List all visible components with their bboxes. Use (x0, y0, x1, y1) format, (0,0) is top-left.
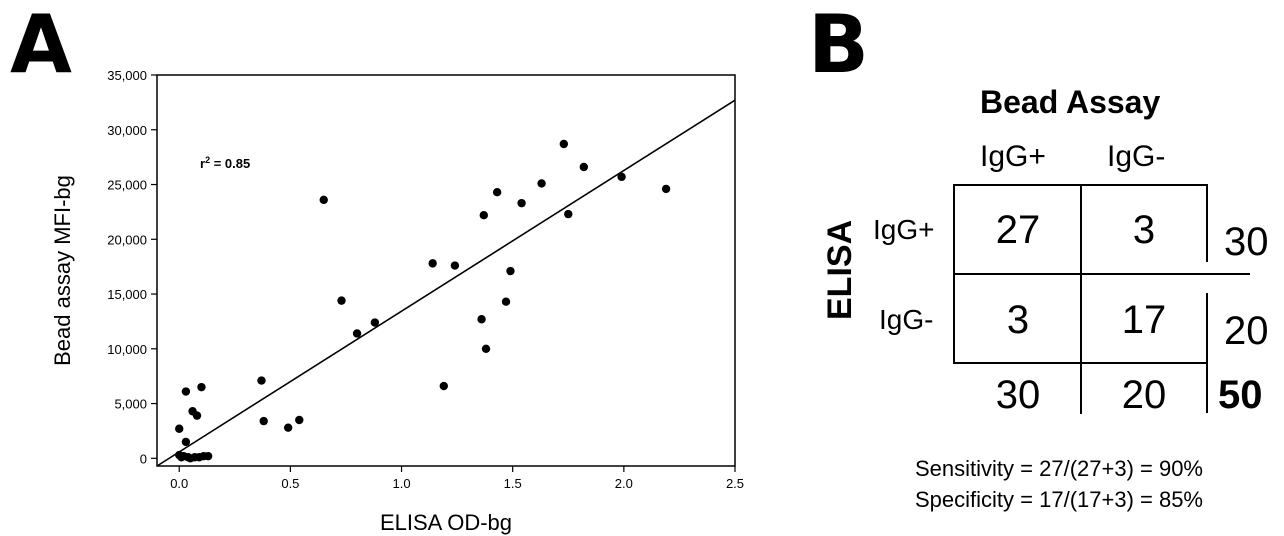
data-point (450, 261, 460, 270)
column-total-igg-positive: 30 (995, 373, 1041, 417)
table-border-right-upper (1206, 184, 1208, 262)
x-axis-title: ELISA OD-bg (380, 510, 512, 535)
table-divider-vertical (1080, 184, 1082, 414)
data-point (501, 297, 511, 306)
data-point (337, 296, 346, 305)
data-point (192, 411, 202, 420)
data-point (537, 179, 546, 188)
data-point (197, 382, 206, 392)
cell-igg-pos-igg-pos: 27 (995, 208, 1041, 252)
data-point (492, 187, 502, 197)
data-point (579, 162, 589, 172)
r-squared-annotation: r2 = 0.85 (200, 155, 250, 171)
x-tick-label: 2.5 (726, 476, 744, 491)
data-point (617, 172, 626, 182)
x-tick-label: 2.0 (615, 476, 633, 491)
y-tick-label: 5,000 (114, 397, 147, 412)
x-tick-label: 1.5 (504, 476, 522, 491)
data-point (175, 424, 184, 433)
regression-line (156, 99, 736, 467)
data-point (181, 437, 191, 447)
cell-igg-pos-igg-neg: 3 (1132, 208, 1156, 252)
data-point (506, 266, 515, 276)
table-divider-horizontal (953, 273, 1250, 275)
data-point (370, 318, 380, 327)
data-point (439, 381, 448, 391)
data-point (477, 315, 486, 324)
data-point (479, 210, 488, 220)
table-border-right-lower (1206, 293, 1208, 413)
y-tick-label: 10,000 (107, 342, 147, 357)
bead-assay-title: Bead Assay (980, 84, 1161, 120)
y-tick-label: 0 (140, 451, 147, 466)
x-tick-label: 0.0 (170, 476, 188, 491)
data-point (259, 416, 268, 426)
panel-letter-b: B (808, 0, 869, 91)
row-total-igg-positive: 30 (1224, 220, 1269, 264)
data-point (661, 184, 671, 194)
y-tick-label: 15,000 (107, 287, 147, 302)
data-point (283, 423, 293, 432)
y-tick-label: 30,000 (107, 123, 147, 138)
x-tick-label: 1.0 (392, 476, 410, 491)
column-total-igg-negative: 20 (1121, 373, 1167, 417)
row-header-igg-positive: IgG+ (873, 214, 935, 245)
data-point (257, 376, 266, 385)
elisa-side-label: ELISA (821, 219, 859, 320)
grand-total: 50 (1218, 373, 1263, 417)
row-total-igg-negative: 20 (1224, 309, 1269, 353)
data-point (203, 451, 213, 461)
y-tick-label: 20,000 (107, 232, 147, 247)
column-header-igg-positive: IgG+ (980, 140, 1046, 173)
cell-igg-neg-igg-neg: 17 (1121, 298, 1167, 342)
data-point (559, 139, 569, 149)
plot-frame (156, 74, 736, 467)
sensitivity-text: Sensitivity = 27/(27+3) = 90% (915, 456, 1203, 481)
data-point (181, 387, 191, 396)
data-point (564, 209, 573, 219)
data-point (319, 195, 328, 205)
column-header-igg-negative: IgG- (1107, 140, 1166, 173)
cell-igg-neg-igg-pos: 3 (1006, 298, 1030, 342)
data-point (517, 198, 526, 208)
data-point (295, 415, 304, 425)
data-point (481, 344, 491, 354)
data-point (428, 259, 437, 268)
row-header-igg-negative: IgG- (879, 304, 934, 335)
y-axis-title: Bead assay MFI-bg (50, 175, 75, 366)
panel-letter-a: A (10, 0, 72, 91)
y-tick-label: 35,000 (107, 68, 147, 83)
x-tick-label: 0.5 (281, 476, 299, 491)
data-point (352, 329, 362, 338)
y-tick-label: 25,000 (107, 178, 147, 193)
specificity-text: Specificity = 17/(17+3) = 85% (915, 487, 1203, 512)
